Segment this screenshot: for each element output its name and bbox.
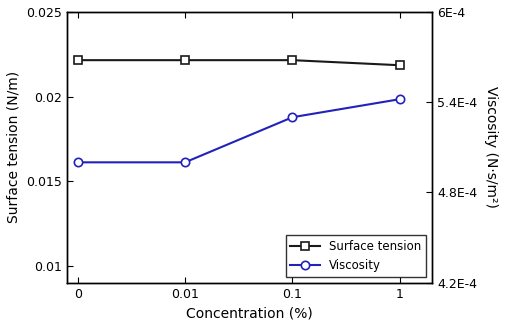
Viscosity <box>182 160 188 164</box>
Surface tension <box>397 63 403 67</box>
Viscosity <box>289 115 295 119</box>
Viscosity <box>75 160 81 164</box>
Line: Viscosity: Viscosity <box>74 95 404 166</box>
Surface tension <box>182 58 188 62</box>
Legend: Surface tension, Viscosity: Surface tension, Viscosity <box>286 235 426 277</box>
Surface tension <box>75 58 81 62</box>
X-axis label: Concentration (%): Concentration (%) <box>186 306 313 320</box>
Viscosity <box>397 97 403 101</box>
Y-axis label: Viscosity (N·s/m²): Viscosity (N·s/m²) <box>484 86 498 208</box>
Y-axis label: Surface tension (N/m): Surface tension (N/m) <box>7 71 21 223</box>
Surface tension <box>289 58 295 62</box>
Line: Surface tension: Surface tension <box>74 56 404 69</box>
